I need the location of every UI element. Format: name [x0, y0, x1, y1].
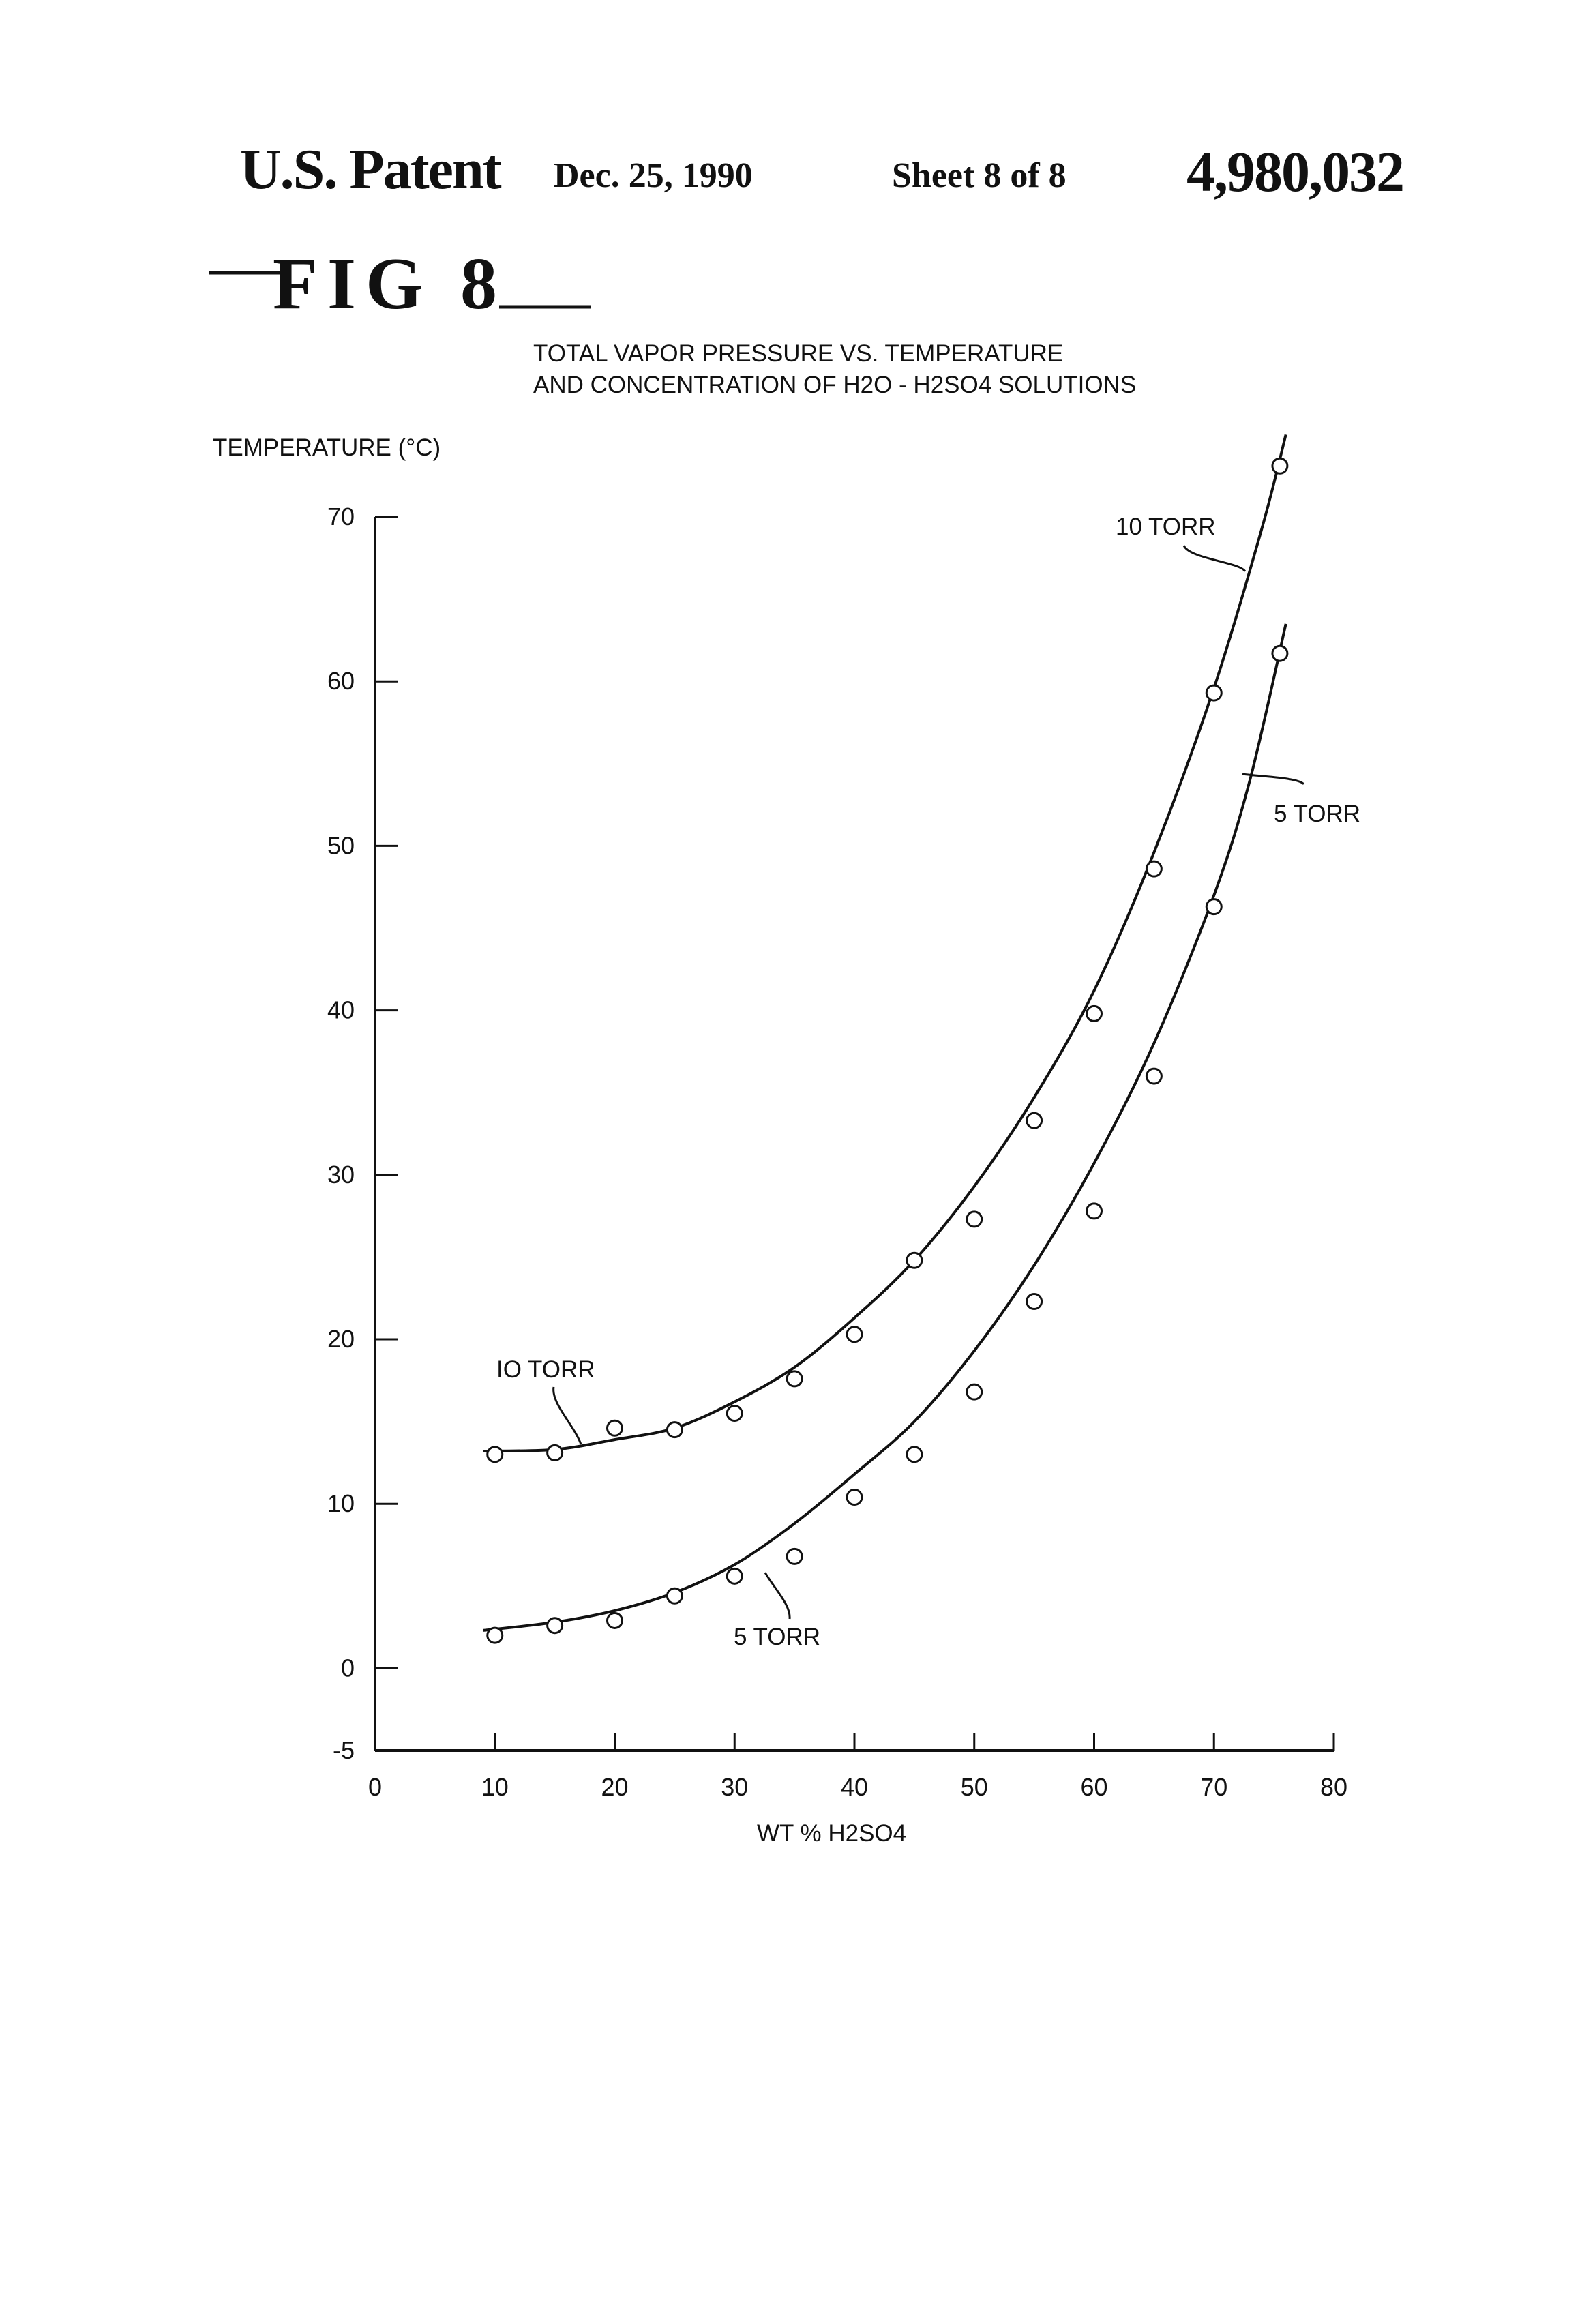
data-point-10-torr	[967, 1212, 982, 1227]
x-tick-label: 50	[961, 1773, 988, 1801]
data-point-10-torr	[608, 1420, 623, 1435]
figure-label-text: FIG 8	[273, 243, 507, 325]
data-point-10-torr	[1206, 685, 1221, 700]
data-point-10-torr	[1087, 1006, 1102, 1021]
x-tick-label: 80	[1320, 1773, 1347, 1801]
data-point-5-torr	[787, 1549, 802, 1564]
x-tick-label: 20	[601, 1773, 628, 1801]
data-point-10-torr	[727, 1406, 742, 1421]
y-axis-label: TEMPERATURE (°C)	[213, 434, 441, 461]
chart-title-line2: AND CONCENTRATION OF H2O - H2SO4 SOLUTIO…	[533, 372, 1136, 398]
x-tick-label: 70	[1200, 1773, 1227, 1801]
x-axis-label: WT % H2SO4	[757, 1820, 906, 1847]
data-point-5-torr	[548, 1618, 563, 1633]
data-point-5-torr	[847, 1490, 862, 1505]
x-ticks: 0 10 20 30 40 50 60 70 80	[368, 1733, 1347, 1801]
series-layer	[483, 434, 1287, 1643]
data-point-10-torr	[787, 1371, 802, 1386]
data-point-10-torr	[1146, 861, 1161, 876]
data-point-5-torr	[608, 1613, 623, 1628]
x-tick-label: 0	[368, 1773, 382, 1801]
y-tick-label: 50	[327, 831, 355, 859]
data-point-5-torr	[907, 1447, 922, 1462]
annotation-leader	[765, 1573, 790, 1619]
annotation-label: 10 TORR	[1116, 513, 1216, 540]
y-ticks: -5 0 10 20 30 40 50 60 70	[327, 503, 398, 1764]
data-point-10-torr	[847, 1327, 862, 1342]
data-point-10-torr	[1272, 458, 1287, 473]
annotation-leader	[1242, 774, 1304, 784]
y-tick-label: 70	[327, 503, 355, 531]
chart-title-line1: TOTAL VAPOR PRESSURE VS. TEMPERATURE	[533, 340, 1063, 367]
data-point-5-torr	[727, 1568, 742, 1583]
x-tick-label: 10	[481, 1773, 509, 1801]
data-point-5-torr	[967, 1384, 982, 1399]
x-tick-label: 30	[721, 1773, 748, 1801]
y-tick-label: 0	[341, 1654, 355, 1682]
y-tick-label: 30	[327, 1161, 355, 1189]
data-point-5-torr	[1146, 1069, 1161, 1084]
data-point-5-torr	[1027, 1294, 1042, 1309]
data-point-10-torr	[667, 1422, 682, 1437]
figure-label: FIG 8	[209, 243, 591, 325]
annotation-label: 5 TORR	[734, 1624, 820, 1650]
annotation-label: 5 TORR	[1274, 801, 1360, 827]
x-tick-label: 40	[841, 1773, 868, 1801]
annotation-label: IO TORR	[496, 1356, 595, 1383]
data-point-5-torr	[488, 1628, 503, 1643]
y-tick-label: 10	[327, 1489, 355, 1517]
data-point-10-torr	[907, 1253, 922, 1268]
y-tick-label: 20	[327, 1325, 355, 1353]
annotation-leader	[554, 1387, 581, 1444]
data-point-10-torr	[1027, 1113, 1042, 1128]
series-line-5-torr	[483, 624, 1286, 1630]
annotation-leader	[1184, 546, 1245, 571]
data-point-5-torr	[667, 1588, 682, 1603]
data-point-5-torr	[1206, 899, 1221, 914]
data-point-10-torr	[548, 1445, 563, 1460]
annotation-layer: 10 TORR 5 TORR IO TORR 5 TORR	[496, 513, 1360, 1650]
y-tick-label: 40	[327, 996, 355, 1024]
y-tick-label: -5	[333, 1736, 355, 1764]
data-point-5-torr	[1087, 1204, 1102, 1219]
data-point-5-torr	[1272, 646, 1287, 661]
x-tick-label: 60	[1080, 1773, 1107, 1801]
series-line-10-torr	[483, 434, 1286, 1451]
y-tick-label: 60	[327, 667, 355, 695]
data-point-10-torr	[488, 1447, 503, 1462]
